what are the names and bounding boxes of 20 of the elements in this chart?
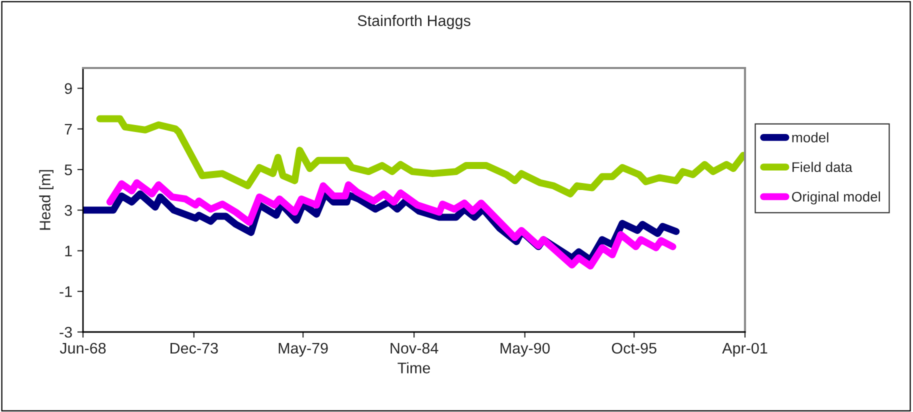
legend-label: Field data — [792, 162, 852, 172]
y-tick-label: 7 — [64, 124, 72, 134]
x-tick-label: May-79 — [278, 342, 328, 357]
x-tick-label: Nov-84 — [390, 342, 438, 354]
y-axis-title: Head [m] — [39, 170, 54, 230]
x-tick-label: Jun-68 — [60, 342, 106, 354]
y-tick-label: 3 — [64, 205, 72, 216]
x-tick-label: Oct-95 — [612, 342, 656, 354]
x-tick-label: Apr-01 — [722, 342, 768, 357]
y-tick-label: 9 — [64, 83, 72, 94]
legend-label: model — [792, 132, 828, 142]
y-tick-label: -3 — [60, 326, 72, 338]
x-tick-label: May-90 — [500, 342, 550, 357]
y-tick-label: -1 — [60, 286, 72, 297]
x-axis-title: Time — [398, 362, 430, 374]
chart-title: Stainforth Haggs — [358, 14, 470, 30]
y-tick-label: 5 — [64, 164, 72, 176]
legend-label: Original model — [792, 191, 880, 204]
x-tick-label: Dec-73 — [170, 342, 218, 354]
y-tick-label: 1 — [65, 246, 72, 256]
